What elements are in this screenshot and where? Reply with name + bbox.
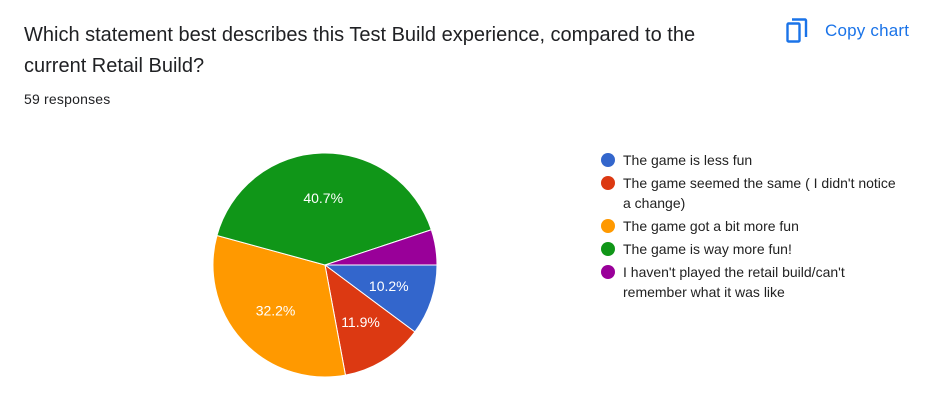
copy-icon: [786, 18, 808, 43]
pie-slice-1[interactable]: [324, 263, 416, 376]
legend-swatch: [601, 153, 615, 167]
legend-item-1[interactable]: The game seemed the same ( I didn't noti…: [601, 173, 901, 213]
response-count: 59 responses: [24, 91, 111, 107]
legend-swatch: [601, 176, 615, 190]
legend-label: The game seemed the same ( I didn't noti…: [623, 175, 896, 211]
slice-label-0: 10.2%: [369, 278, 409, 294]
slice-label-3: 40.7%: [303, 190, 343, 206]
slice-label-2: 32.2%: [256, 303, 296, 319]
legend-swatch: [601, 242, 615, 256]
legend-label: The game is less fun: [623, 152, 753, 168]
pie-slice-2[interactable]: [212, 234, 347, 378]
legend-label: The game got a bit more fun: [623, 218, 799, 234]
legend-swatch: [601, 265, 615, 279]
pie-slice-0[interactable]: [323, 264, 438, 333]
legend-item-0[interactable]: The game is less fun: [601, 150, 901, 170]
pie-slice-3[interactable]: [216, 152, 432, 266]
legend-item-4[interactable]: I haven't played the retail build/can't …: [601, 262, 901, 302]
legend-label: I haven't played the retail build/can't …: [623, 264, 845, 300]
legend-item-2[interactable]: The game got a bit more fun: [601, 216, 901, 236]
chart-title: Which statement best describes this Test…: [24, 24, 696, 77]
slice-label-1: 11.9%: [341, 314, 380, 330]
chart-legend: The game is less fun The game seemed the …: [601, 150, 901, 305]
copy-chart-label: Copy chart: [825, 21, 910, 40]
copy-chart-button[interactable]: Copy chart: [786, 18, 909, 44]
legend-swatch: [601, 219, 615, 233]
pie-slice-4[interactable]: [324, 229, 438, 266]
legend-item-3[interactable]: The game is way more fun!: [601, 239, 901, 259]
legend-label: The game is way more fun!: [623, 241, 792, 257]
